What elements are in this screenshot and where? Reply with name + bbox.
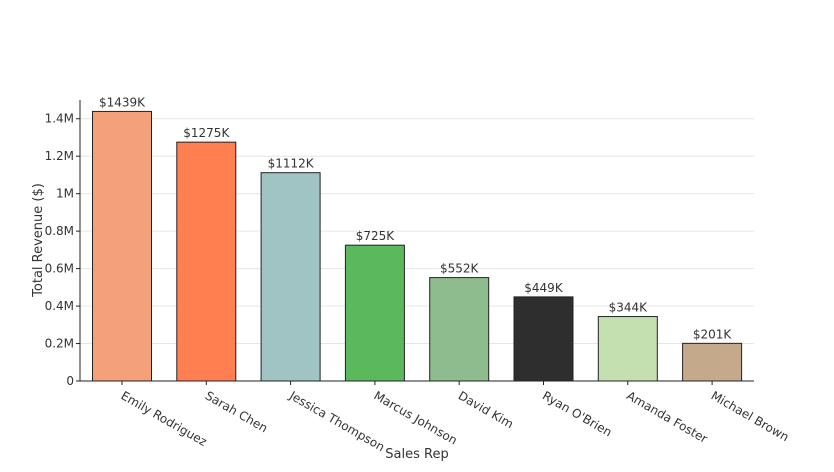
bar[interactable]: [429, 277, 490, 382]
x-tick-label: Sarah Chen: [203, 388, 270, 435]
y-tick-label: 0.2M: [45, 337, 74, 351]
bar[interactable]: [260, 172, 321, 382]
bar-data-label: $449K: [524, 281, 564, 295]
data-labels: $1439K $1275K $1112K $725K $552K $449K $344K $2…: [99, 95, 732, 341]
y-tick-label: 1M: [56, 187, 74, 201]
axes: [76, 100, 754, 385]
y-tick-label: 0.6M: [45, 262, 74, 276]
bar[interactable]: [92, 110, 152, 382]
bars: [92, 110, 743, 382]
x-tick-label: Ryan O'Brien: [540, 388, 614, 439]
bar[interactable]: [176, 141, 237, 382]
x-tick-label: Marcus Johnson: [371, 388, 459, 447]
y-tick-label: 0.8M: [45, 224, 74, 238]
x-tick-label: David Kim: [456, 388, 516, 431]
bar-data-label: $1439K: [99, 95, 146, 109]
bar-data-label: $725K: [356, 229, 396, 243]
y-tick-labels: 0 0.2M 0.4M 0.6M 0.8M 1M 1.2M 1.4M: [45, 112, 74, 388]
y-tick-label: 0: [66, 374, 74, 388]
bar-data-label: $344K: [609, 301, 649, 315]
x-tick-label: Emily Rodriguez: [119, 388, 210, 449]
bar[interactable]: [344, 244, 405, 382]
y-axis-title: Total Revenue ($): [31, 183, 46, 298]
bar-data-label: $1275K: [183, 126, 230, 140]
bar-data-label: $1112K: [268, 157, 315, 171]
bar[interactable]: [597, 316, 658, 382]
bar[interactable]: [513, 296, 574, 382]
x-tick-label: Amanda Foster: [624, 388, 710, 446]
bar-data-label: $201K: [693, 327, 733, 341]
bar[interactable]: [682, 342, 743, 382]
bar-data-label: $552K: [440, 262, 480, 276]
y-tick-label: 1.2M: [45, 149, 74, 163]
x-tick-label: Michael Brown: [709, 388, 792, 444]
y-tick-label: 0.4M: [45, 299, 74, 313]
y-tick-label: 1.4M: [45, 112, 74, 126]
x-axis-title: Sales Rep: [385, 447, 448, 462]
